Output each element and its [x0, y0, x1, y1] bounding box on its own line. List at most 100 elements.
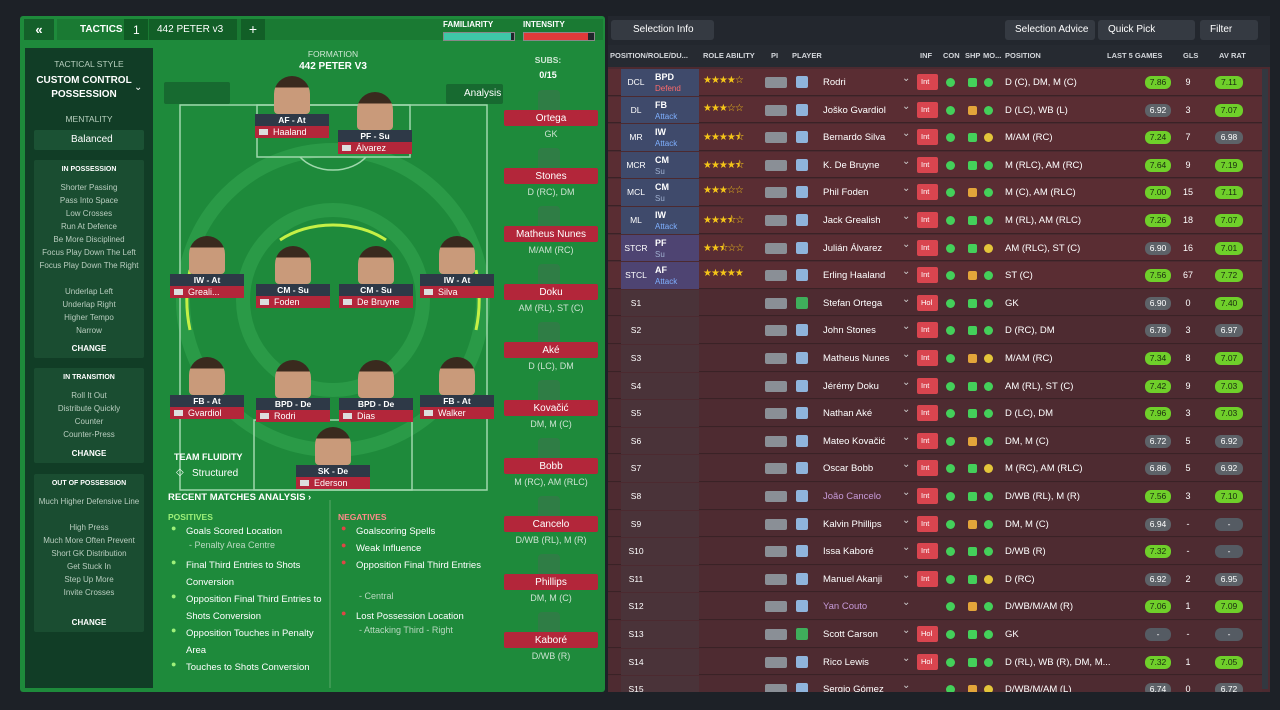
analysis-label: Analysis	[464, 88, 502, 99]
mo-icon	[984, 574, 993, 584]
player-name[interactable]: João Cancelo	[823, 491, 882, 502]
name-bar[interactable]	[420, 286, 494, 298]
mentality-select[interactable]	[34, 130, 144, 150]
sub-name: Kaboré	[534, 635, 568, 646]
add-button[interactable]: +	[241, 19, 265, 40]
shp-icon	[968, 298, 977, 308]
filter-button[interactable]: Filter	[1200, 20, 1258, 40]
mo-icon	[984, 409, 993, 419]
selection-info-button[interactable]: Selection Info	[611, 20, 714, 40]
quick-pick-button[interactable]: Quick Pick	[1098, 20, 1195, 40]
player-position: DM, M (C)	[1005, 435, 1049, 447]
sub-shirt	[538, 496, 560, 518]
column-header[interactable]: PI	[771, 51, 779, 60]
sub-name: Phillips	[535, 577, 567, 588]
player-name[interactable]: Rodri	[823, 77, 846, 88]
inf-tag	[917, 101, 938, 118]
sub-name-bar[interactable]	[504, 574, 598, 590]
player-name[interactable]: Mateo Kovačić	[823, 435, 886, 447]
player-name[interactable]: Jérémy Doku	[823, 380, 879, 392]
tactic-select[interactable]	[149, 19, 237, 40]
rating-box	[1145, 379, 1171, 393]
sub-position: D (LC), DM	[528, 361, 574, 371]
name-bar[interactable]	[338, 142, 412, 154]
name-bar[interactable]	[339, 296, 413, 308]
player-name: Rodri	[274, 411, 296, 421]
name-bar[interactable]	[296, 477, 370, 489]
player-name[interactable]: Julián Álvarez	[823, 242, 883, 254]
player-name[interactable]: Yan Couto	[823, 601, 868, 613]
average-rating: 7.03	[1220, 380, 1238, 391]
name-bar[interactable]	[339, 410, 413, 422]
player-name[interactable]: Nathan Aké	[823, 408, 873, 420]
role-cell	[651, 69, 699, 96]
pi-icon	[765, 77, 787, 88]
selection-advice-button[interactable]: Selection Advice	[1005, 20, 1095, 40]
position-code: S4	[630, 380, 642, 391]
name-bar[interactable]	[420, 407, 494, 419]
player-position: AM (RLC), ST (C)	[1005, 242, 1081, 254]
name-bar[interactable]	[256, 410, 330, 422]
player-name[interactable]: Manuel Akanji	[823, 573, 883, 585]
mo-icon	[984, 78, 993, 87]
sub-name-bar[interactable]	[504, 342, 598, 358]
column-header[interactable]: PLAYER	[792, 51, 822, 60]
sub-name-bar[interactable]	[504, 458, 598, 474]
shirt-icon	[796, 131, 808, 144]
column-header[interactable]: SHP	[965, 51, 981, 60]
analysis-button[interactable]	[446, 84, 503, 104]
player-position: M/AM (RC)	[1005, 353, 1053, 364]
player-name[interactable]: Matheus Nunes	[823, 353, 890, 364]
player-name[interactable]: Sergio Gómez	[823, 684, 884, 696]
sub-name-bar[interactable]	[504, 168, 598, 184]
player-name[interactable]: Issa Kaboré	[823, 546, 874, 558]
sub-name-bar[interactable]	[504, 400, 598, 416]
shirt-icon	[796, 76, 808, 88]
player-name[interactable]: Rico Lewis	[823, 656, 869, 668]
name-bar[interactable]	[256, 296, 330, 308]
player-name[interactable]: Erling Haaland	[823, 270, 886, 282]
player-name[interactable]: Jack Grealish	[823, 215, 881, 226]
change-button[interactable]: CHANGE	[71, 344, 107, 353]
column-header[interactable]: AV RAT	[1219, 51, 1246, 60]
player-name[interactable]: Bernardo Silva	[823, 132, 886, 144]
player-name[interactable]: Kalvin Phillips	[823, 518, 882, 530]
fluidity-label: TEAM FLUIDITY	[174, 452, 243, 462]
column-header[interactable]: CON	[943, 51, 960, 60]
column-header[interactable]: LAST 5 GAMES	[1107, 51, 1163, 60]
sub-name-bar[interactable]	[504, 226, 598, 242]
view-toggles[interactable]	[164, 82, 230, 104]
instruction: Counter	[74, 417, 104, 426]
column-header[interactable]: MO...	[983, 51, 1002, 60]
player-name[interactable]: John Stones	[823, 325, 876, 337]
con-icon	[946, 271, 955, 281]
analysis-title[interactable]: RECENT MATCHES ANALYSIS ›	[168, 492, 312, 503]
player-name[interactable]: Joško Gvardiol	[823, 104, 886, 116]
change-button[interactable]: CHANGE	[71, 449, 107, 458]
sub-name-bar[interactable]	[504, 284, 598, 300]
instruction: Get Stuck In	[66, 562, 112, 571]
column-header[interactable]: POSITION	[1005, 51, 1041, 60]
sub-name-bar[interactable]	[504, 110, 598, 126]
chevron: ⌄	[902, 625, 911, 636]
shirt-icon	[796, 352, 808, 364]
player-name[interactable]: Scott Carson	[823, 629, 878, 640]
column-header[interactable]: POSITION/ROLE/DU...	[610, 51, 688, 60]
sub-name-bar[interactable]	[504, 632, 598, 648]
column-header[interactable]: ROLE ABILITY	[703, 51, 755, 60]
player-name[interactable]: Phil Foden	[823, 187, 869, 199]
column-header[interactable]: GLS	[1183, 51, 1199, 60]
change-button[interactable]: CHANGE	[71, 618, 107, 627]
name-bar[interactable]	[170, 286, 244, 298]
mentality-label: MENTALITY	[65, 114, 113, 124]
sub-name-bar[interactable]	[504, 516, 598, 532]
name-bar[interactable]	[255, 126, 329, 138]
name-bar[interactable]	[170, 407, 244, 419]
player-face	[439, 357, 475, 395]
back-button[interactable]: «	[24, 19, 54, 40]
player-name[interactable]: Stefan Ortega	[823, 297, 883, 309]
column-header[interactable]: INF	[920, 51, 933, 60]
player-name[interactable]: K. De Bruyne	[823, 159, 880, 171]
player-name[interactable]: Oscar Bobb	[823, 463, 874, 475]
analysis-item: Goals Scored Location	[186, 526, 283, 537]
